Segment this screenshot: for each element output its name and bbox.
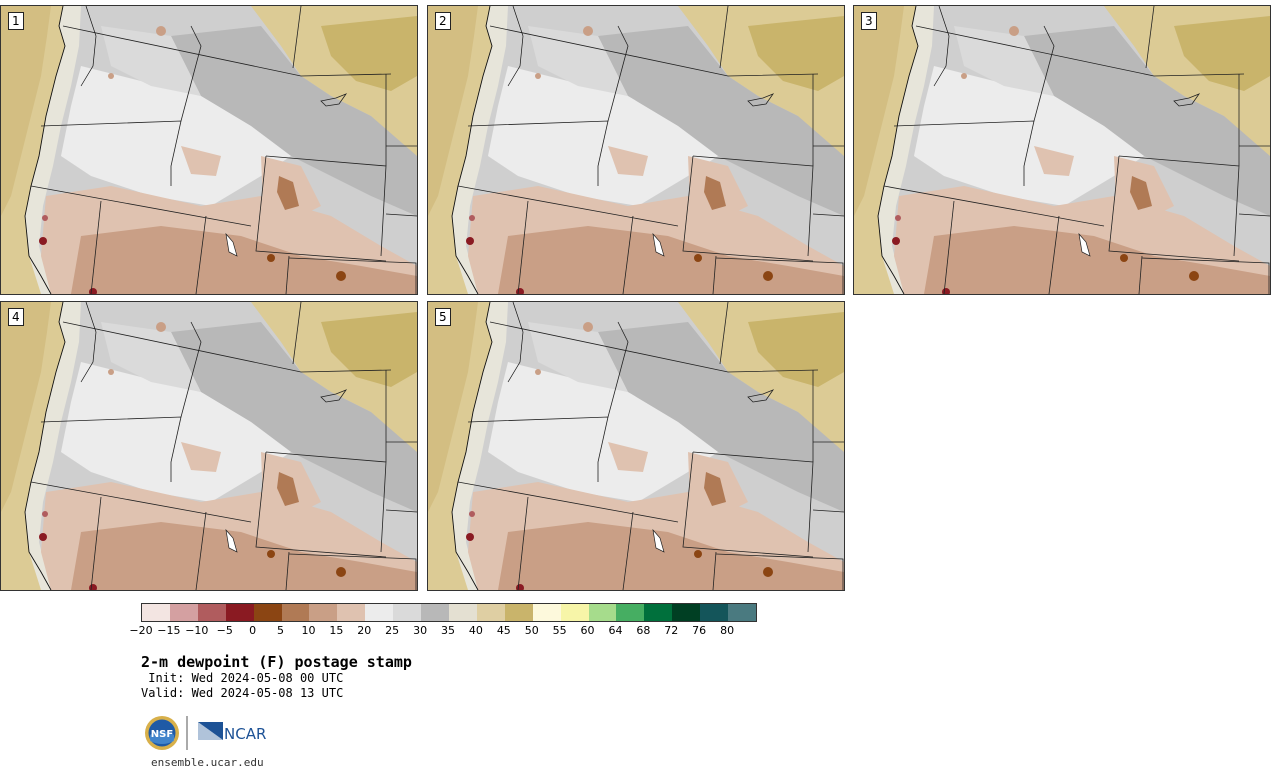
- colorbar-tick-label: −10: [185, 624, 209, 637]
- colorbar-tick-label: 15: [329, 624, 344, 637]
- dewpoint-map: [428, 302, 844, 590]
- colorbar-swatch: [700, 604, 729, 621]
- nsf-text: NSF: [151, 729, 173, 740]
- colorbar-tick-label: 30: [413, 624, 428, 637]
- colorbar-tick-label: 60: [580, 624, 595, 637]
- plot-title: 2-m dewpoint (F) postage stamp: [141, 653, 412, 671]
- panel-number-label: 5: [435, 308, 451, 326]
- colorbar-swatch: [476, 604, 505, 621]
- ncar-text: NCAR: [224, 725, 266, 743]
- ensemble-member-panel-4: 4: [0, 301, 418, 591]
- colorbar-swatch: [644, 604, 673, 621]
- valid-time: Valid: Wed 2024-05-08 13 UTC: [141, 686, 344, 700]
- ensemble-member-panel-2: 2: [427, 5, 845, 295]
- colorbar-swatch: [365, 604, 394, 621]
- panel-number-label: 4: [8, 308, 24, 326]
- colorbar-swatch: [393, 604, 422, 621]
- panel-number-label: 1: [8, 12, 24, 30]
- colorbar-tick-label: 80: [720, 624, 735, 637]
- dewpoint-map: [1, 6, 417, 294]
- colorbar-swatch: [309, 604, 338, 621]
- ensemble-member-panel-1: 1: [0, 5, 418, 295]
- colorbar-tick-label: 25: [385, 624, 400, 637]
- colorbar-tick-label: 55: [552, 624, 567, 637]
- dewpoint-map: [854, 6, 1270, 294]
- colorbar-tick-label: 50: [524, 624, 539, 637]
- dewpoint-map: [428, 6, 844, 294]
- colorbar-tick-label: 20: [357, 624, 372, 637]
- colorbar-tick-labels: −20 −15 −10 −5 0 5 10 15 20 25 30 35 40 45 50 55 60 64 68 7…: [129, 624, 755, 638]
- colorbar-swatch: [421, 604, 449, 621]
- dewpoint-colorbar: [141, 603, 757, 622]
- colorbar-swatch: [169, 604, 198, 621]
- colorbar-tick-label: 0: [249, 624, 257, 637]
- colorbar-swatch: [728, 604, 756, 621]
- website-url: ensemble.ucar.edu: [151, 756, 264, 769]
- colorbar-swatch: [281, 604, 310, 621]
- colorbar-tick-label: −15: [157, 624, 181, 637]
- colorbar-swatch: [142, 604, 170, 621]
- colorbar-tick-label: 10: [301, 624, 316, 637]
- colorbar-swatch: [560, 604, 589, 621]
- colorbar-tick-label: −20: [129, 624, 153, 637]
- colorbar-swatch: [448, 604, 477, 621]
- colorbar-tick-label: 72: [664, 624, 679, 637]
- colorbar-tick-label: 5: [277, 624, 285, 637]
- dewpoint-map: [1, 302, 417, 590]
- colorbar-swatch: [197, 604, 226, 621]
- colorbar-swatch: [616, 604, 645, 621]
- colorbar-tick-label: 64: [608, 624, 623, 637]
- colorbar-tick-label: 76: [692, 624, 707, 637]
- colorbar-tick-label: 68: [636, 624, 651, 637]
- init-time: Init: Wed 2024-05-08 00 UTC: [141, 671, 344, 685]
- colorbar-swatch: [532, 604, 561, 621]
- colorbar-swatch: [337, 604, 366, 621]
- colorbar-swatch: [225, 604, 254, 621]
- colorbar-swatch: [504, 604, 533, 621]
- colorbar-swatch: [672, 604, 701, 621]
- colorbar-swatch: [253, 604, 282, 621]
- colorbar-tick-label: 45: [496, 624, 511, 637]
- ncar-wedge-icon: [198, 722, 223, 740]
- logos: NSF NCAR: [143, 713, 275, 753]
- colorbar-tick-label: 40: [468, 624, 483, 637]
- colorbar-tick-label: −5: [216, 624, 233, 637]
- colorbar-tick-label: 35: [441, 624, 455, 637]
- ensemble-member-panel-3: 3: [853, 5, 1271, 295]
- ensemble-member-panel-5: 5: [427, 301, 845, 591]
- colorbar-swatch: [588, 604, 617, 621]
- nsf-globe-icon: NSF: [145, 716, 179, 750]
- panel-number-label: 2: [435, 12, 451, 30]
- panel-number-label: 3: [861, 12, 877, 30]
